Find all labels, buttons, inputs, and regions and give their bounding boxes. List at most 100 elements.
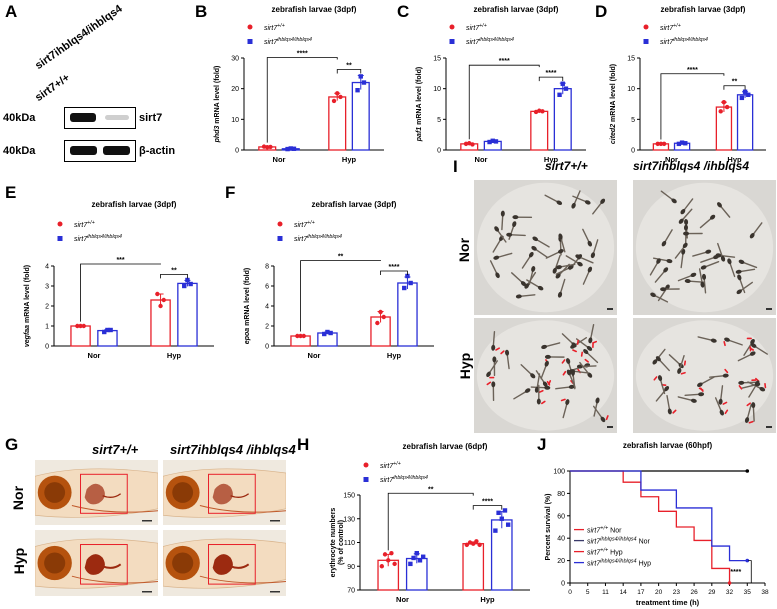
scale-bar: [270, 520, 280, 522]
larva-head: [571, 342, 577, 348]
sig-label-outer: ***: [116, 257, 124, 264]
blot-lane-label-mut: sirt7ihblqs4/ihblqs4: [33, 2, 125, 73]
legend-label: sirt7+/+: [660, 23, 681, 32]
larva: [718, 385, 728, 405]
y-tick-label: 5: [437, 117, 441, 124]
scale-bar: [142, 591, 152, 593]
bar-mut: [736, 94, 754, 151]
panel-label-c: C: [397, 2, 410, 21]
panel-label-g: G: [5, 435, 19, 454]
data-point: [557, 92, 562, 97]
g-col-label-mut: sirt7ihblqs4 /ihblqs4: [170, 442, 296, 457]
x-tick-label: Nor: [396, 595, 409, 604]
data-point: [487, 139, 492, 145]
larva-head: [718, 398, 723, 405]
hypoxia-arrow: [738, 385, 743, 390]
y-tick-label: 0: [561, 581, 565, 588]
hypoxia-arrow: [584, 358, 589, 363]
eye-center: [172, 552, 194, 574]
larva: [661, 229, 673, 247]
data-point: [474, 539, 479, 544]
data-point: [375, 320, 380, 326]
scale-bar: [142, 520, 152, 522]
blot-lane-label-wt: sirt7+/+: [33, 71, 73, 104]
larva: [561, 333, 579, 348]
data-point: [105, 327, 110, 333]
stain-photo-mut-hyp: [163, 530, 286, 596]
hypoxia-arrow: [683, 360, 687, 366]
roi-box: [208, 544, 256, 585]
x-axis-label: treatment time (h): [636, 598, 700, 607]
i-col-label-mut: sirt7ihblqs4 /ihblqs4: [633, 159, 750, 173]
data-point: [721, 99, 727, 105]
larva: [660, 287, 680, 292]
larva: [717, 242, 726, 262]
larva-head: [735, 269, 742, 274]
legend-label: sirt7ihblqs4/ihblqs4: [74, 234, 122, 243]
data-point: [355, 88, 360, 93]
larva: [698, 268, 705, 288]
y-tick-label: 8: [265, 264, 269, 271]
larva-head: [587, 372, 593, 378]
data-point: [295, 333, 300, 339]
data-point: [335, 91, 340, 96]
larva-head: [660, 287, 667, 292]
larva: [653, 375, 666, 395]
bar-mut: [97, 329, 118, 347]
sig-label-inner: ****: [546, 70, 557, 77]
larva-head: [531, 245, 537, 251]
larva-head: [690, 398, 697, 403]
data-point: [405, 273, 410, 279]
bar-wt: [715, 106, 733, 151]
larva: [545, 249, 564, 259]
larva-head: [738, 259, 745, 264]
bar-wt: [70, 325, 91, 347]
larva: [683, 231, 703, 236]
y-tick-label: 0: [265, 344, 269, 351]
x-tick-label: Nor: [308, 351, 321, 360]
i-row-label-hyp: Hyp: [457, 352, 474, 380]
x-tick-label: Hyp: [387, 351, 402, 360]
chart-title: zebrafish larvae (3dpf): [92, 200, 177, 209]
blot-mw-sirt7: 40kDa: [3, 112, 36, 124]
vessel: [71, 575, 158, 584]
larva-head: [683, 224, 688, 231]
scale-bar: [270, 591, 280, 593]
hypoxia-arrow: [562, 370, 567, 376]
bar-wt: [328, 96, 347, 151]
chart-title: zebrafish larvae (3dpf): [661, 5, 746, 14]
y-tick-label: 130: [343, 516, 355, 523]
larvae-photo-wt-nor: [474, 180, 617, 315]
larvae-photo-mut-hyp: [633, 318, 776, 433]
vessel-stain: [102, 493, 122, 499]
larva: [592, 198, 606, 215]
legend-label: sirt7+/+: [74, 220, 95, 229]
larva: [652, 348, 666, 365]
larva-head: [652, 359, 658, 365]
data-point: [470, 142, 475, 147]
i-col-label-wt: sirt7+/+: [545, 159, 588, 173]
hypoxia-arrow: [751, 379, 757, 382]
legend-marker-mut: [643, 39, 649, 44]
larva-head: [541, 344, 548, 350]
legend-marker-mut: [247, 39, 253, 44]
panel-label-h: H: [297, 435, 310, 454]
roi-box: [80, 473, 128, 514]
larva-head: [684, 218, 689, 225]
larva: [580, 349, 599, 364]
larva-head: [678, 218, 684, 224]
larva-head: [530, 373, 536, 379]
bar-mut: [553, 88, 572, 151]
larva-head: [492, 356, 497, 363]
legend-marker-wt: [449, 24, 455, 30]
eye-center: [172, 482, 194, 503]
data-point: [268, 144, 273, 150]
sig-label-outer: ****: [499, 58, 510, 65]
larva: [699, 214, 716, 229]
larva: [512, 215, 533, 220]
data-point: [493, 139, 499, 144]
larva-head: [749, 351, 756, 356]
larva: [532, 236, 550, 248]
larva-head: [754, 380, 760, 387]
larva: [649, 258, 661, 276]
